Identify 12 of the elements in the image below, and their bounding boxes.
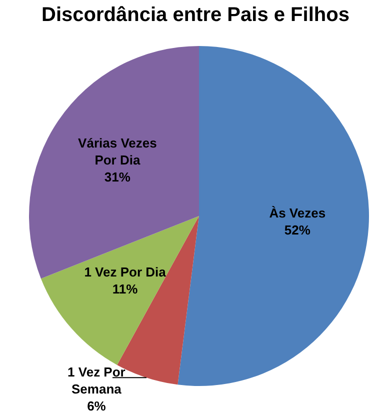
slice-label: Várias Vezes Por Dia bbox=[78, 136, 157, 168]
slice-label: Às Vezes bbox=[269, 206, 326, 221]
chart-title: Discordância entre Pais e Filhos bbox=[40, 4, 350, 27]
pie-slice bbox=[29, 46, 199, 279]
slice-label: 1 Vez Por Semana bbox=[68, 364, 126, 397]
data-label: 11% bbox=[112, 282, 138, 297]
data-label: 31% bbox=[104, 170, 131, 185]
data-label: 6% bbox=[87, 398, 106, 414]
data-label: 52% bbox=[284, 222, 311, 238]
pie-slice bbox=[178, 46, 369, 386]
pie-slice bbox=[40, 216, 199, 365]
slice-label: 1 Vez Por Dia bbox=[84, 264, 167, 280]
